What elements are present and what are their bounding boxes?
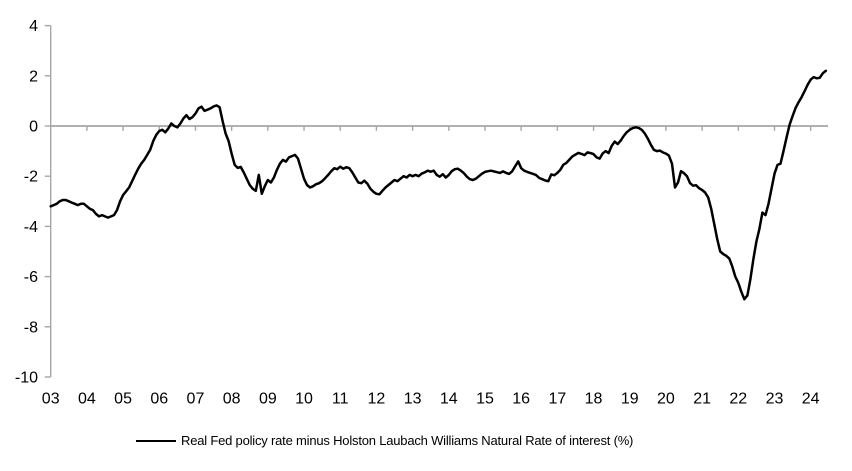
x-axis-label: 11 xyxy=(332,391,349,408)
y-axis-label: -4 xyxy=(24,219,38,236)
x-axis-label: 21 xyxy=(693,391,711,408)
x-axis-label: 14 xyxy=(440,391,458,408)
x-axis-label: 10 xyxy=(295,391,313,408)
y-axis-label: 4 xyxy=(29,18,38,35)
y-axis-label: -10 xyxy=(15,370,38,387)
x-axis-label: 24 xyxy=(802,391,820,408)
x-axis-label: 06 xyxy=(150,391,168,408)
x-axis-label: 18 xyxy=(585,391,603,408)
y-axis-label: -6 xyxy=(24,269,38,286)
data-series-line xyxy=(49,69,828,301)
x-axis-label: 12 xyxy=(368,391,386,408)
y-axis-labels: 4 2 0 -2 -4 -6 -8 -10 xyxy=(15,18,38,386)
y-axis-label: -8 xyxy=(24,319,38,336)
x-axis-label: 17 xyxy=(548,391,566,408)
x-axis-label: 07 xyxy=(187,391,205,408)
x-axis-label: 20 xyxy=(657,391,675,408)
x-axis-label: 16 xyxy=(512,391,530,408)
legend-line-sample xyxy=(136,439,176,442)
x-axis-label: 23 xyxy=(766,391,784,408)
y-axis-label: -2 xyxy=(24,169,38,186)
legend-label: Real Fed policy rate minus Holston Lauba… xyxy=(181,433,634,448)
x-axis-label: 05 xyxy=(114,391,132,408)
x-axis-labels: 03 04 05 06 07 08 09 10 11 12 13 14 15 16 17 18 19 20 21 22… xyxy=(42,391,820,408)
x-axis-label: 22 xyxy=(729,391,747,408)
x-axis-label: 19 xyxy=(621,391,639,408)
y-axis-label: 0 xyxy=(29,119,38,136)
axes xyxy=(44,24,828,378)
x-axis-label: 15 xyxy=(476,391,494,408)
x-axis-label: 03 xyxy=(42,391,60,408)
legend: Real Fed policy rate minus Holston Lauba… xyxy=(136,433,633,448)
y-axis-label: 2 xyxy=(29,68,38,85)
x-axis-label: 04 xyxy=(78,391,96,408)
x-axis-label: 08 xyxy=(223,391,241,408)
x-axis-label: 09 xyxy=(259,391,277,408)
x-axis-label: 13 xyxy=(404,391,422,408)
